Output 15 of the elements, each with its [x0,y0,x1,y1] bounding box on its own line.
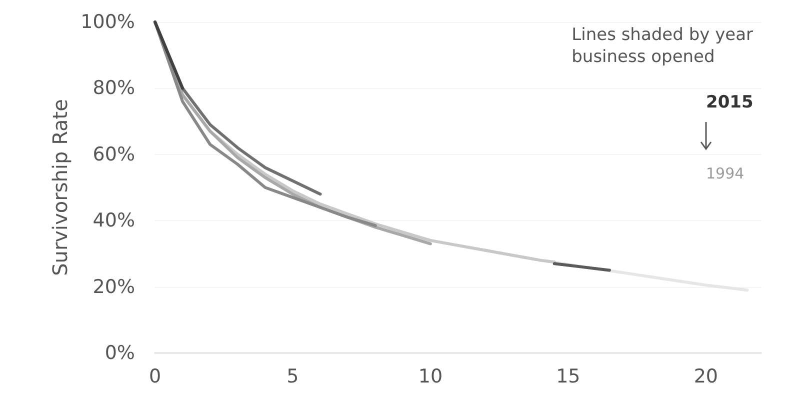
y-tick-label: 60% [92,143,135,166]
y-tick-label: 100% [80,11,135,33]
x-tick-label: 5 [286,366,299,388]
annotation: Lines shaded by year business opened [572,25,754,67]
x-tick-label: 15 [556,366,580,388]
y-tick-label: 40% [92,210,135,232]
annotation: 2015 [706,92,754,112]
y-axis-title: Survivorship Rate [48,99,72,276]
x-tick-label: 20 [694,366,718,388]
x-tick-label: 10 [418,366,443,388]
x-tick-label: 0 [148,366,162,388]
y-tick-label: 20% [92,276,135,298]
y-tick-label: 80% [92,77,135,100]
annotation: 1994 [706,164,744,182]
y-tick-label: 0% [104,342,135,364]
